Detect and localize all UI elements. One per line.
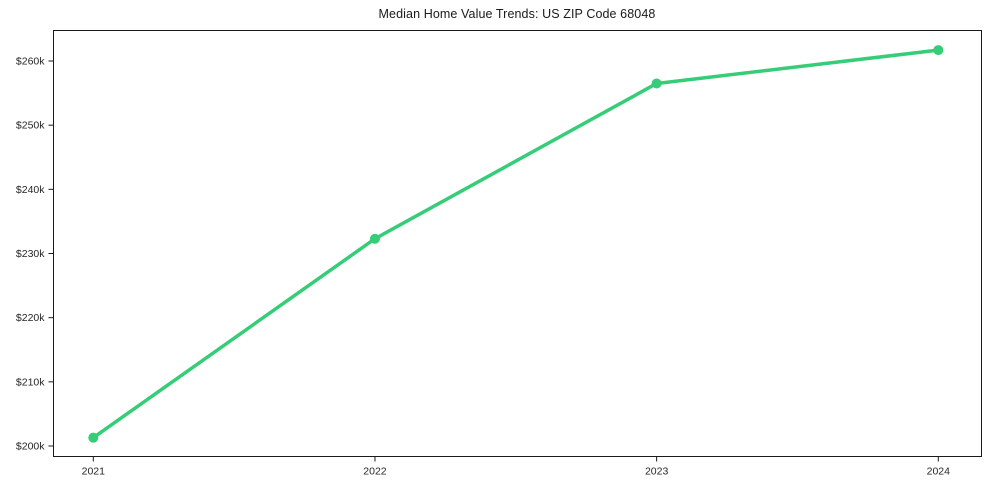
plot-border: [53, 30, 982, 457]
y-axis-tick-label: $220k: [16, 312, 45, 324]
data-point-2024: [933, 45, 944, 56]
x-axis-tick-label: 2024: [927, 466, 951, 478]
y-axis-tick-label: $210k: [16, 376, 45, 388]
trend-line: [91, 48, 941, 440]
y-axis-tick-label: $200k: [16, 441, 45, 453]
data-point-2023: [651, 78, 662, 89]
x-axis-tick-label: 2022: [363, 466, 387, 478]
x-axis-tick-label: 2023: [645, 466, 669, 478]
chart-title: Median Home Value Trends: US ZIP Code 68…: [378, 7, 656, 21]
y-axis-tick-label: $230k: [16, 248, 45, 260]
data-point-2022: [369, 233, 380, 244]
y-axis-tick-label: $250k: [16, 120, 45, 132]
y-axis-tick-label: $240k: [16, 184, 45, 196]
x-axis-tick-label: 2021: [82, 466, 106, 478]
data-point-2021: [88, 432, 99, 443]
y-axis-tick-label: $260k: [16, 56, 45, 68]
